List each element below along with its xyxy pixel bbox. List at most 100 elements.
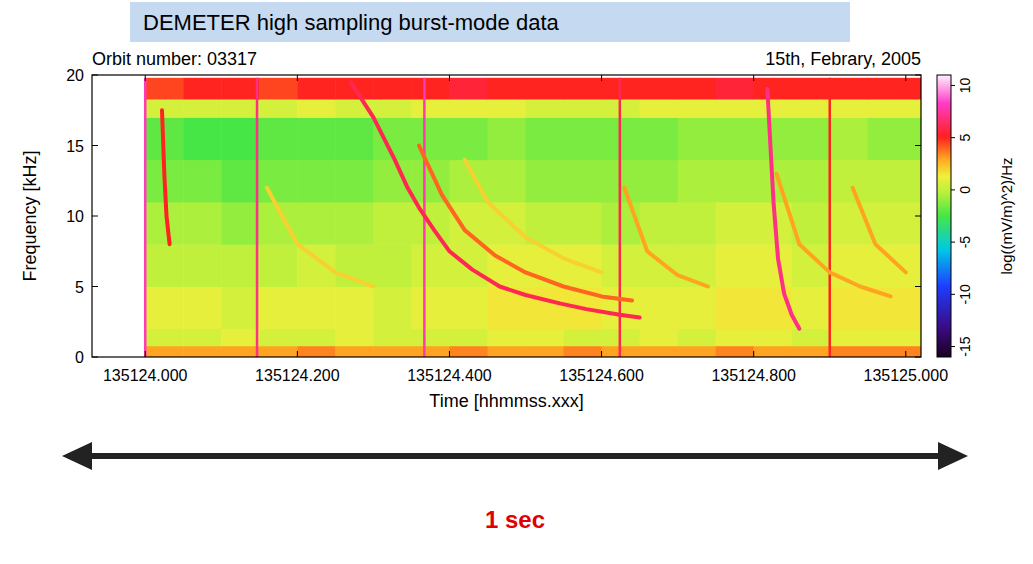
cell [640,287,679,330]
arrow-head [62,442,92,470]
y-tick [92,357,98,358]
colorbar-tick [951,242,955,243]
cell [716,244,755,287]
cell [754,287,793,330]
x-tick [145,351,146,357]
cell [678,117,717,160]
cell [411,346,450,357]
x-tick [449,75,450,81]
cell [259,99,298,118]
cell [640,202,679,245]
cell [868,160,921,203]
x-tick-label: 135124.600 [559,367,644,384]
x-tick [905,351,906,357]
cell [716,99,755,118]
cell [411,329,450,346]
colorbar-tick [951,346,955,347]
x-tick-label: 135124.200 [255,367,340,384]
cell [259,244,298,287]
cell [221,117,260,160]
cell [259,160,298,203]
cell [678,202,717,245]
y-tick [92,75,98,76]
cell [297,287,336,330]
cell [373,99,412,118]
cell [449,78,488,100]
cell [716,117,755,160]
x-tick [297,75,298,81]
cell [297,78,336,100]
cell [868,244,921,287]
cell [373,329,412,346]
cell [526,99,565,118]
y-tick [915,286,921,287]
whistler [767,89,799,329]
plot-area [145,78,921,357]
cell [145,244,184,287]
cell [526,287,565,330]
cell [449,346,488,357]
cell [716,287,755,330]
cell [449,117,488,160]
cell [411,244,450,287]
cell [259,287,298,330]
cell [259,117,298,160]
cell [411,117,450,160]
colorbar-tick-label: -10 [957,284,973,304]
cell [335,329,374,346]
chart: DEMETER high sampling burst-mode data Orb… [0,0,1033,564]
cell [526,346,565,357]
sferic [144,78,147,357]
cell [564,202,603,245]
cell [716,78,755,100]
orbit-label: Orbit number: 03317 [92,49,257,69]
title: DEMETER high sampling burst-mode data [143,10,559,35]
cell [449,329,488,346]
colorbar-tick [951,137,955,138]
cell [411,99,450,118]
frame [92,75,921,357]
x-tick-label: 135124.000 [103,367,188,384]
cell [373,346,412,357]
cell [830,99,869,118]
cell [221,346,260,357]
cell [678,160,717,203]
cell [411,78,450,100]
cell [183,117,222,160]
cell [449,202,488,245]
x-tick [601,75,602,81]
y-tick [915,357,921,358]
x-tick [145,75,146,81]
y-tick-label: 0 [75,349,84,366]
cell [792,117,831,160]
cell [792,78,831,100]
cell [792,160,831,203]
cell [564,78,603,100]
colorbar-tick-label: 0 [957,186,973,194]
cell [754,244,793,287]
x-tick [601,351,602,357]
cell [792,99,831,118]
cell [564,99,603,118]
cell [792,346,831,357]
cell [411,287,450,330]
cell [754,99,793,118]
x-tick [753,75,754,81]
cell [335,202,374,245]
cell [297,99,336,118]
cell [754,346,793,357]
cell [183,329,222,346]
x-tick [753,351,754,357]
x-tick-label: 135125.000 [864,367,949,384]
cell [335,117,374,160]
cell [830,329,869,346]
y-tick [915,216,921,217]
cell [868,117,921,160]
cell [183,78,222,100]
cell [754,329,793,346]
cell [640,329,679,346]
colorbar-tick-label: 10 [957,77,973,93]
cell [716,329,755,346]
y-tick-label: 5 [75,279,84,296]
cell [259,329,298,346]
